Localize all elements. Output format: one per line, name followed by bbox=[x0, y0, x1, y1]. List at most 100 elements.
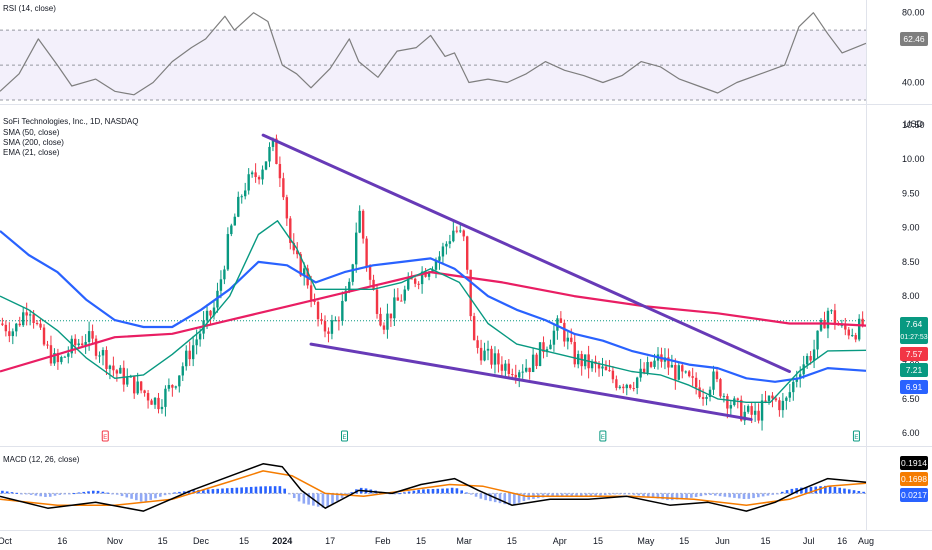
candle-body bbox=[472, 316, 476, 341]
currency-label[interactable]: USD bbox=[904, 119, 924, 129]
macd-histogram-bar bbox=[269, 486, 272, 494]
time-tick-label: Feb bbox=[375, 536, 391, 546]
candle-body bbox=[736, 398, 739, 400]
candle-body bbox=[809, 356, 812, 361]
candle-body bbox=[635, 377, 639, 388]
candle-body bbox=[80, 343, 84, 346]
candle-body bbox=[74, 338, 77, 346]
candle-body bbox=[63, 356, 67, 358]
macd-histogram-bar bbox=[790, 488, 794, 494]
candle-body bbox=[604, 366, 608, 371]
candle-body bbox=[781, 400, 785, 411]
pane-separator[interactable] bbox=[0, 446, 932, 447]
macd-histogram-bar bbox=[154, 493, 157, 499]
candle-body bbox=[535, 354, 538, 367]
candle-body bbox=[320, 319, 323, 322]
earnings-marker-label: E bbox=[103, 435, 107, 441]
candle-body bbox=[185, 350, 188, 367]
candle-body bbox=[393, 297, 396, 319]
candle-body bbox=[160, 406, 164, 410]
macd-histogram-bar bbox=[283, 488, 286, 494]
macd-histogram-bar bbox=[479, 493, 483, 499]
candle-body bbox=[729, 405, 733, 409]
pane-separator[interactable] bbox=[0, 104, 932, 105]
time-tick-label: Aug bbox=[858, 536, 874, 546]
candle-body bbox=[313, 300, 316, 302]
candle-body bbox=[573, 341, 576, 365]
macd-histogram-bar bbox=[800, 487, 803, 494]
time-axis[interactable]: Oct 16 Nov 15 Dec 15 2024 17 Feb 15 Mar 15 Apr 15 May 1… bbox=[0, 530, 932, 547]
candle-body bbox=[469, 269, 472, 317]
candle-body bbox=[49, 345, 53, 364]
macd-histogram-bar bbox=[178, 491, 181, 494]
candle-body bbox=[237, 196, 240, 217]
time-tick-label: 15 bbox=[416, 536, 426, 546]
candle-body bbox=[122, 367, 125, 385]
earnings-marker-label: E bbox=[854, 435, 858, 441]
candle-body bbox=[365, 238, 368, 267]
candle-body bbox=[108, 365, 112, 369]
candle-body bbox=[56, 352, 60, 363]
macd-histogram-bar bbox=[594, 493, 597, 496]
candle-body bbox=[316, 301, 320, 320]
candle-body bbox=[701, 397, 705, 399]
price-tick-label: 10.00 bbox=[902, 154, 925, 164]
candle-body bbox=[195, 339, 198, 346]
macd-histogram-bar bbox=[513, 493, 516, 505]
candle-body bbox=[611, 370, 615, 380]
ema21-badge: 7.21 bbox=[900, 363, 928, 377]
macd-histogram-bar bbox=[29, 493, 33, 495]
candle-body bbox=[46, 344, 49, 346]
macd-histogram-bar bbox=[245, 487, 248, 494]
candle-body bbox=[146, 393, 150, 401]
macd-histogram-bar bbox=[623, 493, 626, 495]
price-axis[interactable]: 10.5010.009.509.008.508.007.507.006.506.… bbox=[866, 0, 925, 530]
macd-histogram-bar bbox=[106, 492, 109, 494]
ema21-legend: EMA (21, close) bbox=[3, 148, 60, 157]
candle-body bbox=[698, 387, 701, 398]
macd-histogram-bar bbox=[115, 493, 119, 495]
candle-body bbox=[684, 371, 687, 373]
sma50-line bbox=[0, 230, 867, 383]
candle-body bbox=[25, 312, 28, 316]
candle-body bbox=[18, 323, 21, 326]
macd-histogram-bar bbox=[326, 493, 330, 507]
candle-body bbox=[355, 232, 358, 265]
candle-body bbox=[209, 310, 212, 316]
rsi-panel bbox=[0, 12, 867, 101]
sma50-badge: 6.91 bbox=[900, 380, 928, 394]
candle-body bbox=[507, 363, 511, 375]
candle-body bbox=[861, 318, 864, 325]
macd-histogram-bar bbox=[163, 493, 167, 496]
candle-body bbox=[851, 335, 854, 337]
candle-body bbox=[296, 250, 299, 255]
macd-histogram-bar bbox=[412, 490, 416, 494]
candle-body bbox=[379, 313, 382, 326]
candle-body bbox=[795, 378, 798, 382]
price-tick-label: 8.50 bbox=[902, 257, 920, 267]
macd-histogram-bar bbox=[709, 493, 712, 496]
sma200-line bbox=[0, 271, 867, 373]
candle-body bbox=[264, 161, 268, 170]
candle-body bbox=[167, 385, 171, 389]
macd-histogram-bar bbox=[780, 491, 784, 494]
macd-histogram-bar bbox=[273, 486, 277, 494]
macd-histogram-bar bbox=[465, 492, 468, 494]
macd-histogram-bar bbox=[316, 493, 320, 507]
candle-body bbox=[816, 330, 819, 350]
macd-histogram-bar bbox=[862, 491, 865, 494]
candle-body bbox=[542, 342, 545, 353]
candle-body bbox=[438, 256, 441, 261]
macd-histogram-bar bbox=[53, 493, 57, 496]
macd-histogram-bar bbox=[776, 493, 779, 495]
macd-histogram-bar bbox=[685, 493, 688, 499]
candle-body bbox=[452, 230, 455, 242]
candle-body bbox=[212, 307, 216, 316]
candle-body bbox=[785, 397, 788, 401]
candle-body bbox=[556, 318, 559, 331]
candle-body bbox=[708, 389, 712, 397]
macd-histogram-bar bbox=[216, 488, 219, 494]
candle-body bbox=[518, 372, 521, 378]
price-tick-label: 6.00 bbox=[902, 428, 920, 438]
